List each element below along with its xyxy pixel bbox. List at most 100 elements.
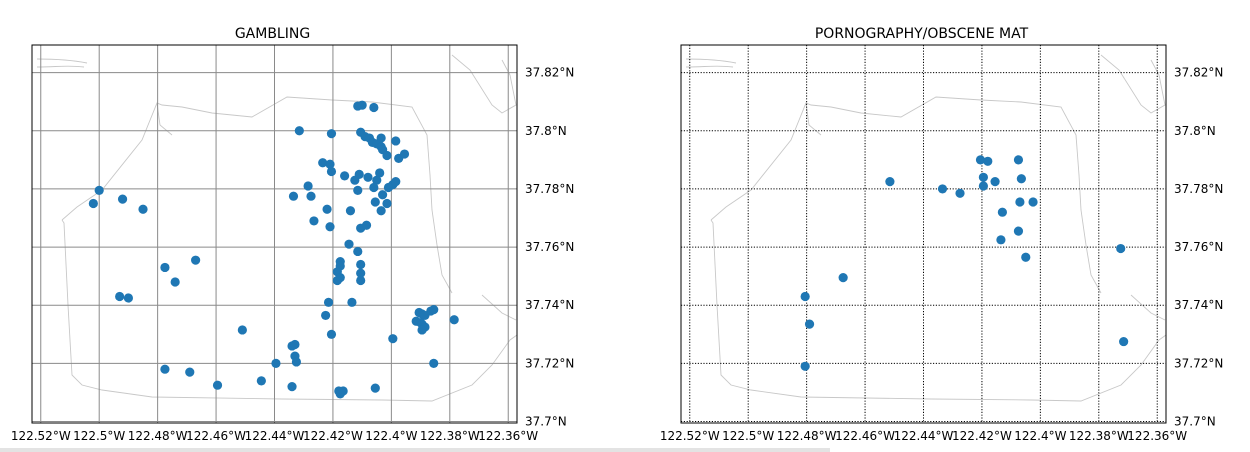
scatter-point xyxy=(1028,197,1038,207)
scatter-point xyxy=(383,182,394,193)
scatter-point xyxy=(123,293,134,303)
scatter-point xyxy=(376,206,386,216)
x-tick-label: 122.36°W xyxy=(1127,429,1187,443)
scatter-point xyxy=(429,305,439,315)
plot-frame xyxy=(31,44,518,424)
scatter-point xyxy=(449,315,459,325)
scatter-point xyxy=(370,197,380,207)
x-tick-label: 122.46°W xyxy=(835,429,895,443)
scatter-point xyxy=(376,133,386,143)
scatter-point xyxy=(354,169,364,179)
coastline xyxy=(685,54,1167,402)
x-tick-label: 122.38°W xyxy=(420,429,480,443)
x-axis: 122.52°W 122.5°W 122.48°W122.46°W122.44°W1… xyxy=(660,429,1187,443)
scatter-point xyxy=(937,184,948,194)
scatter-point xyxy=(800,361,810,371)
y-tick-label: 37.82°N xyxy=(1174,66,1223,80)
scatter-point xyxy=(382,198,392,209)
scatter-point xyxy=(375,168,385,178)
y-tick-label: 37.7°N xyxy=(525,415,567,429)
scatter-point xyxy=(1015,197,1025,207)
scatter-point xyxy=(256,376,266,386)
data-points xyxy=(88,100,459,399)
scatter-point xyxy=(429,358,439,368)
scatter-point xyxy=(88,198,98,209)
scatter-point xyxy=(271,358,281,368)
horizontal-scrollbar[interactable] xyxy=(0,448,830,452)
scatter-point xyxy=(399,149,410,159)
x-tick-label: 122.42°W xyxy=(303,429,363,443)
x-tick-label: 122.44°W xyxy=(245,429,305,443)
scatter-point xyxy=(990,177,1000,187)
chart-title: GAMBLING xyxy=(235,26,310,42)
scatter-point xyxy=(978,181,988,191)
scatter-point xyxy=(303,181,313,191)
scatter-point xyxy=(325,159,335,169)
scatter-point xyxy=(344,239,354,249)
y-tick-label: 37.76°N xyxy=(525,240,574,254)
scatter-point xyxy=(318,158,328,168)
scatter-point xyxy=(356,275,366,286)
scatter-point xyxy=(191,255,201,265)
x-tick-label: 122.52°W xyxy=(11,429,71,443)
scatter-point xyxy=(326,129,337,139)
scatter-point xyxy=(978,172,988,182)
scatter-point xyxy=(185,367,195,377)
scatter-point xyxy=(838,273,848,283)
x-axis: 122.52°W 122.5°W 122.48°W122.46°W122.44°W1… xyxy=(11,429,538,443)
scatter-point xyxy=(345,206,356,216)
scatter-point xyxy=(370,383,380,393)
scatter-point xyxy=(347,297,357,307)
x-tick-label: 122.52°W xyxy=(660,429,720,443)
scatter-point xyxy=(1016,174,1026,184)
scatter-point xyxy=(290,339,300,350)
x-tick-label: 122.48°W xyxy=(777,429,837,443)
y-tick-label: 37.78°N xyxy=(1174,182,1223,196)
scatter-point xyxy=(117,194,128,204)
gridlines xyxy=(681,45,1166,423)
y-axis: 37.7°N 37.72°N 37.74°N 37.76°N 37.78°N 37.8°N… xyxy=(1174,66,1223,429)
scatter-point xyxy=(160,262,170,273)
y-tick-label: 37.82°N xyxy=(525,66,574,80)
scatter-point xyxy=(1013,155,1024,165)
scatter-point xyxy=(291,357,302,367)
scatter-point xyxy=(340,171,350,181)
y-tick-label: 37.8°N xyxy=(525,124,567,138)
x-tick-label: 122.4°W xyxy=(365,429,417,443)
x-tick-label: 122.5°W xyxy=(73,429,125,443)
gridlines xyxy=(32,45,517,423)
scatter-point xyxy=(885,177,895,187)
scatter-point xyxy=(115,291,125,302)
scatter-point xyxy=(94,185,104,195)
x-tick-label: 122.44°W xyxy=(894,429,954,443)
scatter-point xyxy=(363,172,373,182)
y-tick-label: 37.78°N xyxy=(525,182,574,196)
scatter-point xyxy=(361,220,372,230)
scatter-point xyxy=(309,216,319,226)
scatter-point xyxy=(804,319,815,329)
y-axis: 37.7°N 37.72°N 37.74°N 37.76°N 37.78°N 37.8°N… xyxy=(525,66,574,429)
scatter-point xyxy=(996,235,1006,245)
y-tick-label: 37.72°N xyxy=(525,356,574,370)
scatter-point xyxy=(356,259,366,270)
scatter-point xyxy=(138,204,148,214)
scatter-point xyxy=(321,310,331,321)
scatter-point xyxy=(353,185,363,195)
scatter-point xyxy=(288,191,299,201)
scatter-point xyxy=(1119,336,1129,347)
scatter-point xyxy=(306,191,316,201)
x-tick-label: 122.36°W xyxy=(478,429,538,443)
scatter-point xyxy=(160,364,170,374)
chart-title: PORNOGRAPHY/OBSCENE MAT xyxy=(815,26,1029,42)
scatter-point xyxy=(323,297,334,307)
scatter-point xyxy=(356,268,366,278)
scatter-point xyxy=(357,100,367,110)
scatter-point xyxy=(382,150,392,161)
scatter-point xyxy=(1021,252,1031,262)
scatter-point xyxy=(326,329,337,339)
scatter-point xyxy=(391,177,401,187)
y-tick-label: 37.74°N xyxy=(525,298,574,312)
x-tick-label: 122.42°W xyxy=(952,429,1012,443)
scatter-point xyxy=(294,126,304,136)
scatter-point xyxy=(955,188,965,198)
